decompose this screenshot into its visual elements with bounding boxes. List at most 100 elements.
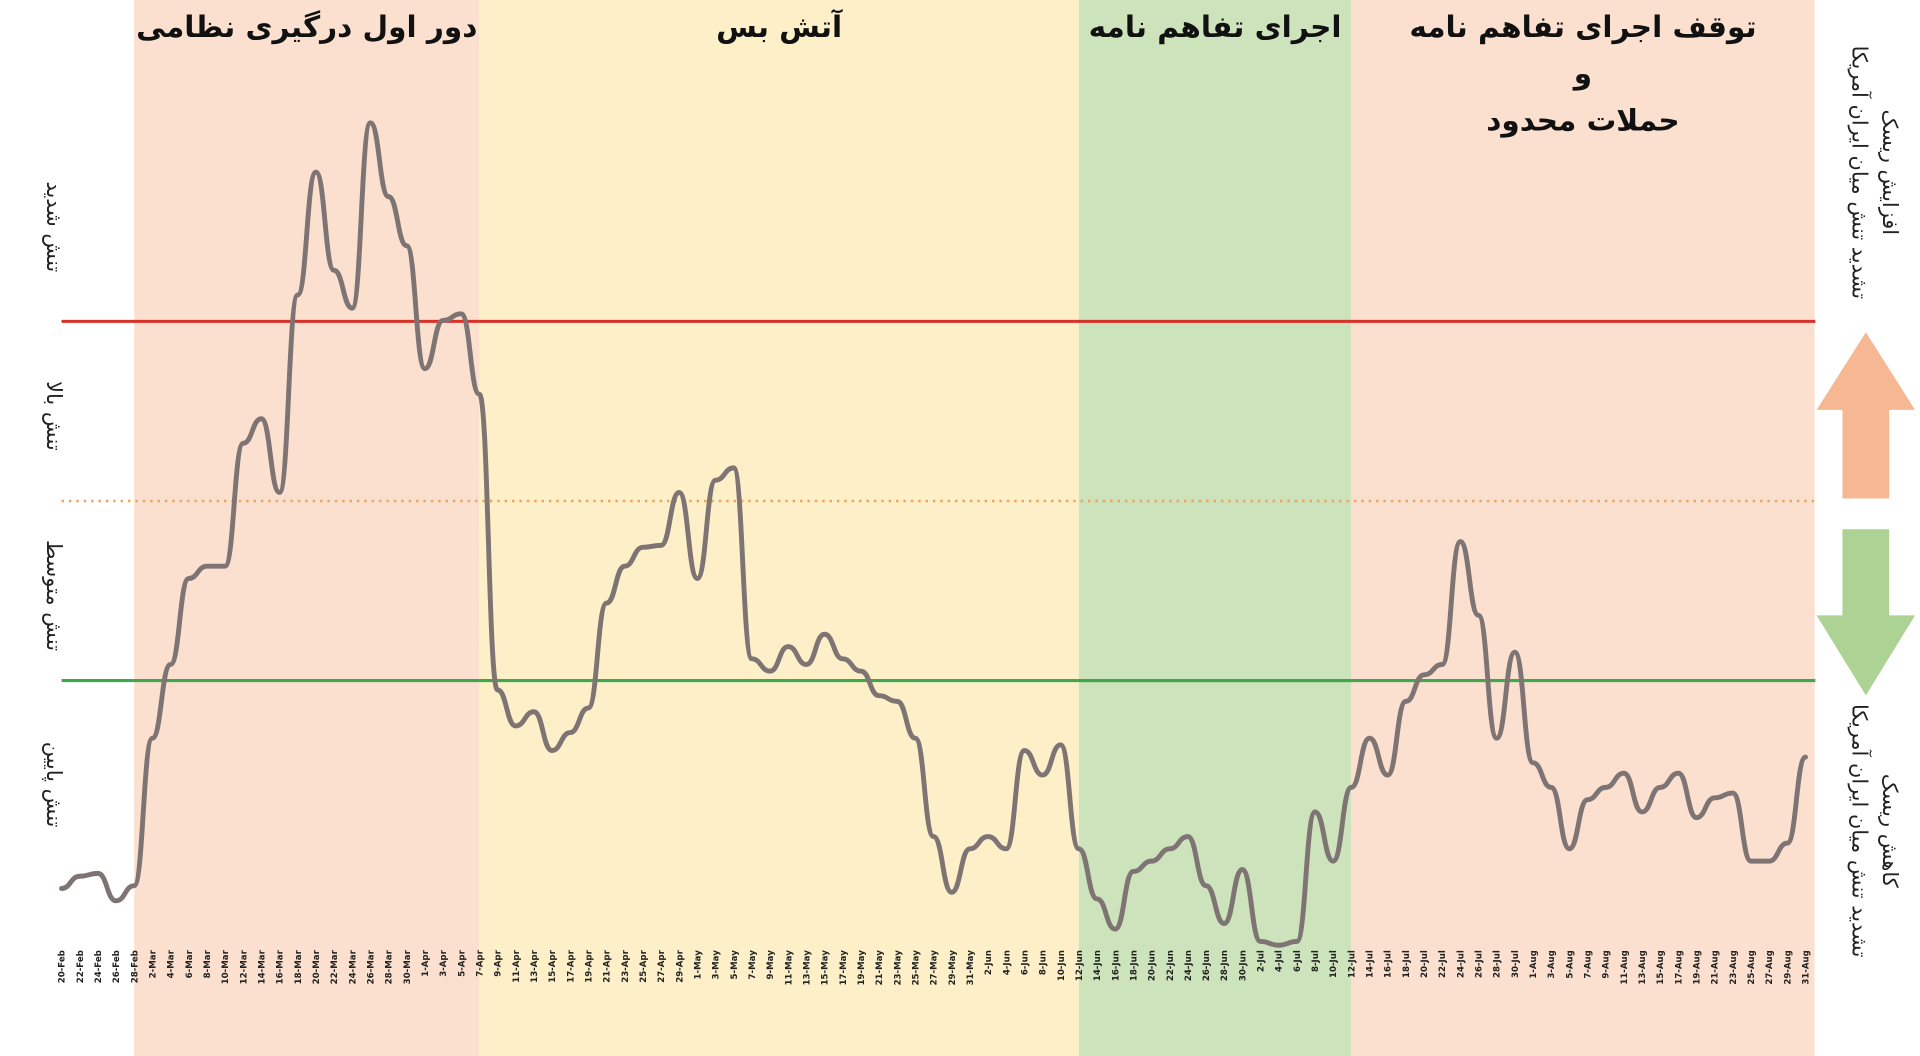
x-tick-label: 30-Mar [403,949,413,984]
x-tick-label: 29-May [948,950,958,986]
x-tick-label: 28-Feb [130,950,140,983]
x-tick-label: 31-May [966,950,976,986]
x-tick-label: 4-Jul [1275,950,1285,972]
x-tick-label: 12-Jun [1075,950,1085,981]
x-tick-label: 1-Apr [421,949,431,976]
x-tick-label: 13-Aug [1638,950,1648,985]
x-tick-label: 13-May [802,950,812,986]
x-tick-label: 5-Aug [1565,950,1575,979]
down-arrow [1816,529,1916,696]
region-title: حملات محدود [1486,103,1680,137]
x-tick-label: 24-Jul [1456,950,1466,978]
x-tick-label: 2-Jun [984,950,994,975]
x-tick-label: 28-Mar [385,949,395,984]
x-tick-label: 14-Jul [1366,950,1376,978]
x-tick-label: 17-May [839,950,849,986]
x-tick-label: 16-Jun [1111,950,1121,981]
x-tick-label: 22-Jul [1438,950,1448,978]
regions [134,0,1815,1056]
x-tick-label: 16-Mar [276,949,286,984]
x-tick-label: 10-Mar [221,949,231,984]
x-tick-label: 27-Aug [1765,950,1775,985]
region [1351,0,1815,1056]
x-tick-label: 10-Jul [1329,950,1339,978]
x-tick-label: 9-May [766,950,776,980]
x-tick-label: 14-Mar [257,949,267,984]
x-tick-label: 7-Apr [475,949,485,976]
band-label: تنش بالا [42,381,66,451]
x-tick-label: 21-May [875,950,885,986]
x-tick-label: 7-Aug [1584,950,1594,979]
x-tick-label: 10-Jun [1057,950,1067,981]
x-tick-label: 23-Aug [1729,950,1739,985]
x-tick-label: 29-Apr [675,949,685,982]
x-tick-label: 22-Feb [76,950,86,983]
x-tick-label: 6-Jul [1293,950,1303,972]
band-label: تنش شدید [42,181,66,272]
x-tick-label: 29-Aug [1783,950,1793,985]
x-tick-label: 4-Jun [1002,950,1012,975]
region-title: توقف اجرای تفاهم نامه [1409,10,1756,44]
x-tick-label: 20-Jul [1420,950,1430,978]
x-tick-label: 15-Apr [548,949,558,982]
x-tick-label: 17-Apr [566,949,576,982]
x-tick-label: 4-Mar [167,949,177,978]
x-tick-label: 24-Feb [94,950,104,983]
x-tick-label: 3-Aug [1547,950,1557,979]
x-tick-label: 20-Jun [1148,950,1158,981]
x-tick-label: 5-Apr [457,949,467,976]
x-tick-label: 28-Jul [1493,950,1503,978]
x-tick-label: 9-Aug [1602,950,1612,979]
x-tick-label: 12-Mar [239,949,249,984]
x-tick-label: 3-Apr [439,949,449,976]
x-tick-label: 3-May [712,950,722,980]
x-tick-label: 30-Jul [1511,950,1521,978]
x-tick-label: 27-Apr [657,949,667,982]
x-tick-label: 6-Mar [185,949,195,978]
x-tick-label: 26-Feb [112,950,122,983]
x-tick-label: 23-May [893,950,903,986]
risk-arrows [1816,332,1916,696]
region-title: و [1572,57,1592,91]
x-tick-label: 12-Jul [1347,950,1357,978]
side-label: تشدید تنش میان ایران آمریکا [1847,704,1872,958]
up-arrow [1816,332,1916,499]
x-tick-label: 8-Mar [203,949,213,978]
x-tick-label: 13-Apr [530,949,540,982]
x-tick-label: 2-Mar [148,949,158,978]
x-tick-label: 21-Aug [1711,950,1721,985]
region-title: دور اول درگیری نظامی [136,10,477,44]
x-tick-label: 11-Apr [512,949,522,982]
x-tick-label: 21-Apr [603,949,613,982]
series-line [59,120,1808,948]
x-tick-label: 5-May [730,950,740,980]
x-tick-label: 18-Mar [294,949,304,984]
x-tick-label: 24-Jun [1184,950,1194,981]
side-label: کاهش ریسک [1878,774,1902,888]
x-tick-label: 7-May [748,950,758,980]
x-tick-label: 20-Feb [58,950,68,983]
x-tick-label: 17-Aug [1674,950,1684,985]
x-tick-label: 11-Aug [1620,950,1630,985]
x-tick-label: 19-May [857,950,867,986]
x-tick-label: 16-Jul [1384,950,1394,978]
x-tick-label: 22-Mar [330,949,340,984]
region-title: اجرای تفاهم نامه [1089,10,1342,44]
x-tick-label: 14-Jun [1093,950,1103,981]
x-tick-label: 22-Jun [1166,950,1176,981]
x-tick-label: 26-Mar [366,949,376,984]
x-tick-label: 28-Jun [1220,950,1230,981]
x-tick-label: 26-Jul [1475,950,1485,978]
x-tick-label: 6-Jun [1020,950,1030,975]
region [134,0,480,1056]
x-tick-label: 25-Aug [1747,950,1757,985]
plot: دور اول درگیری نظامی آتش بس اجرای تفاهم نا… [42,8,1902,986]
region-title: آتش بس [716,8,843,44]
x-tick-label: 26-Jun [1202,950,1212,981]
x-tick-label: 18-Jul [1402,950,1412,978]
x-tick-label: 25-May [911,950,921,986]
x-tick-label: 19-Apr [584,949,594,982]
x-tick-label: 18-Jun [1129,950,1139,981]
band-label: تنش پایین [42,742,66,828]
